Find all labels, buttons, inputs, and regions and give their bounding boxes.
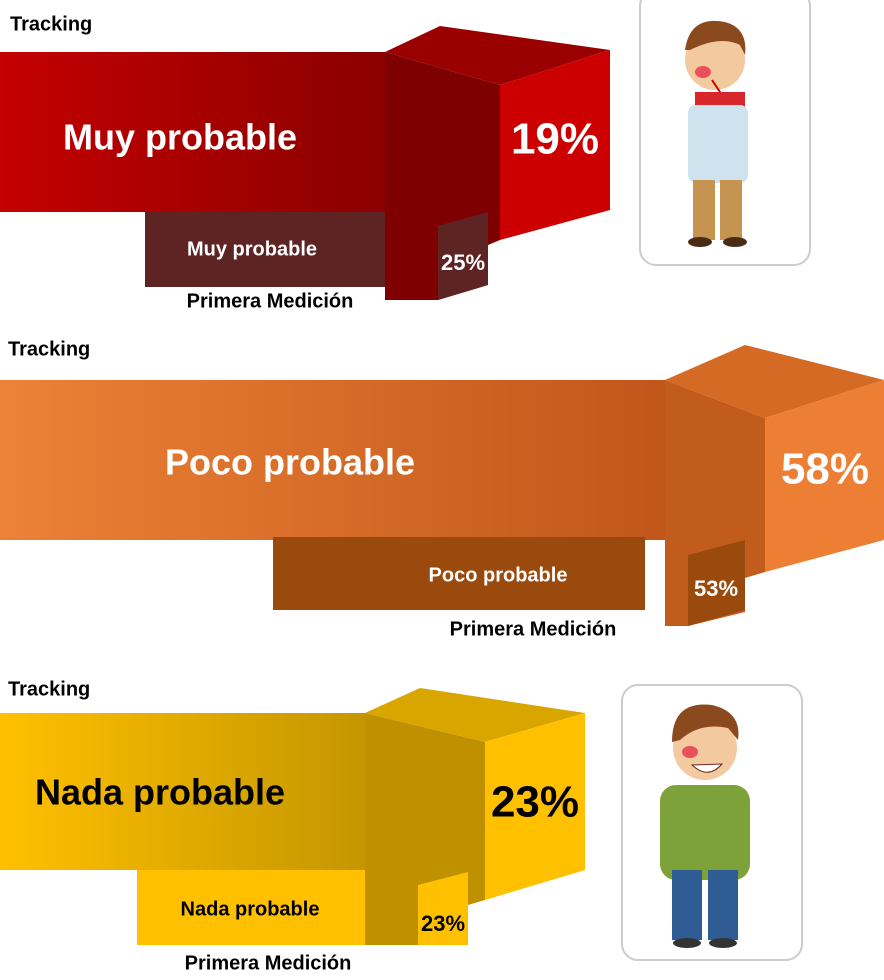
heading: Tracking — [10, 13, 92, 35]
previous-end — [688, 540, 745, 626]
bar-front — [0, 380, 665, 540]
value: 19% — [511, 115, 599, 164]
bar-front — [0, 52, 385, 212]
previous-bar — [137, 870, 365, 945]
bar-end — [765, 380, 884, 572]
bar-end — [500, 50, 610, 240]
bar-end — [485, 713, 585, 900]
value: 23% — [491, 778, 579, 827]
happy-figure — [660, 704, 750, 948]
panel-muy: Tracking Muy probable 19% Muy probable 2… — [0, 0, 811, 312]
label: Muy probable — [63, 117, 297, 158]
previous-end — [438, 212, 488, 300]
bar-top — [665, 345, 884, 418]
previous-label: Nada probable — [181, 898, 320, 920]
previous-bar — [273, 537, 645, 610]
previous-label: Poco probable — [429, 564, 568, 586]
sick-figure — [685, 20, 748, 247]
bar-front — [0, 713, 365, 870]
heading: Tracking — [8, 678, 90, 700]
previous-label: Muy probable — [187, 238, 317, 260]
previous-heading: Primera Medición — [187, 290, 354, 312]
label: Poco probable — [165, 442, 415, 483]
previous-value: 23% — [421, 911, 465, 936]
bar-top — [365, 688, 585, 742]
previous-end — [418, 872, 468, 945]
previous-value: 25% — [441, 250, 485, 275]
panel-nada: Tracking Nada probable 23% Nada probable… — [0, 678, 803, 974]
previous-value: 53% — [694, 576, 738, 601]
value: 58% — [781, 445, 869, 494]
panel-poco: Tracking Poco probable 58% Poco probable… — [0, 338, 884, 640]
previous-bar — [145, 212, 385, 287]
bar-top — [385, 26, 610, 85]
previous-heading: Primera Medición — [450, 618, 617, 640]
previous-heading: Primera Medición — [185, 952, 352, 974]
heading: Tracking — [8, 338, 90, 360]
label: Nada probable — [35, 772, 285, 813]
